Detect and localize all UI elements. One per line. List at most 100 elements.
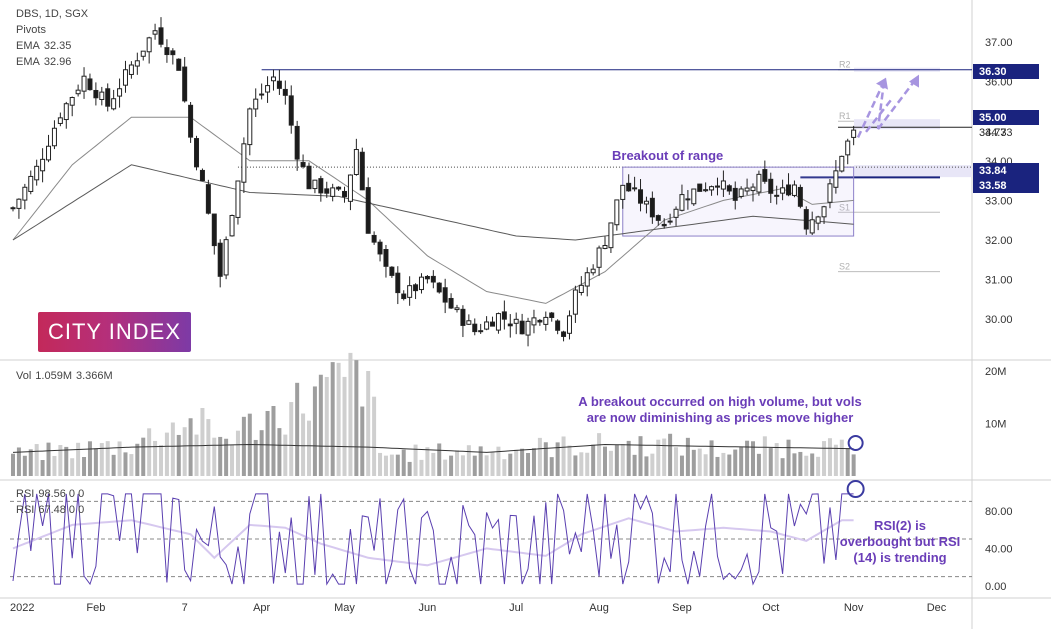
volume-bar	[34, 444, 39, 476]
candle	[418, 273, 424, 294]
volume-tick-label: 10M	[985, 419, 1006, 431]
candle	[152, 23, 158, 40]
candle-body	[87, 78, 93, 91]
candle-body	[845, 140, 851, 156]
price-tag-36-30: 36.30	[973, 64, 1039, 79]
volume-bar	[259, 430, 264, 476]
candle-body	[34, 165, 40, 181]
candle-body	[312, 179, 318, 190]
candle-body	[572, 289, 578, 315]
volume-bar	[383, 455, 388, 476]
candle-body	[111, 98, 117, 110]
volume-bar	[70, 458, 75, 476]
candle	[377, 239, 383, 262]
city-index-logo: CITY INDEX	[38, 312, 191, 352]
volume-bar	[117, 441, 122, 476]
candle-body	[22, 186, 28, 201]
candle-body	[146, 37, 152, 53]
volume-bar	[685, 437, 690, 476]
legend-ema-1-value: 32.35	[43, 40, 72, 52]
candle-body	[164, 47, 170, 56]
candle	[531, 309, 537, 334]
time-tick-label: Sep	[672, 602, 692, 614]
candle-body	[780, 187, 786, 194]
candle-body	[584, 272, 590, 287]
time-tick-label: Aug	[589, 602, 609, 614]
candle-body	[324, 188, 330, 194]
candle	[685, 190, 691, 210]
candle-body	[626, 182, 632, 192]
candle	[495, 312, 501, 334]
volume-bar	[111, 454, 116, 476]
candle	[555, 319, 561, 335]
volume-bar	[153, 440, 158, 476]
candle	[460, 305, 466, 338]
candle	[484, 316, 490, 331]
candle	[217, 239, 223, 288]
rsi-layer[interactable]	[10, 493, 972, 586]
forecast-arrowhead-1	[876, 77, 888, 90]
candle-body	[495, 313, 501, 331]
candle-body	[170, 50, 176, 56]
volume-bar	[348, 352, 353, 476]
volume-bar	[354, 360, 359, 476]
candle	[851, 125, 857, 146]
candle	[122, 60, 128, 93]
candle-body	[549, 312, 555, 318]
candle-body	[217, 242, 223, 277]
candle	[75, 84, 81, 97]
candle	[768, 172, 774, 203]
candle-body	[300, 162, 306, 168]
volume-average-line	[12, 443, 854, 453]
candle	[566, 310, 572, 340]
volume-bar	[123, 452, 128, 476]
candle	[63, 101, 69, 129]
candle	[182, 57, 188, 103]
rsi-2-line	[12, 493, 854, 586]
candle-body	[833, 170, 839, 188]
candle-body	[685, 198, 691, 201]
candle	[81, 67, 87, 99]
candle	[448, 293, 454, 310]
volume-bar	[164, 432, 169, 476]
legend-volume-value-2: 3.366M	[76, 370, 113, 382]
price-tick-label: 36.00	[985, 77, 1013, 89]
candle	[442, 278, 448, 314]
candle	[584, 267, 590, 297]
candle	[241, 137, 247, 193]
annotation-volume-line-2: are now diminishing as prices move highe…	[586, 410, 854, 425]
candle-body	[809, 219, 815, 234]
candle	[288, 85, 294, 134]
volume-bar	[76, 442, 81, 476]
candle	[691, 188, 697, 206]
candle-body	[288, 95, 294, 126]
volume-bar	[739, 447, 744, 476]
candle	[342, 186, 348, 203]
candle-layer[interactable]	[10, 17, 857, 347]
volume-bar	[443, 459, 448, 476]
candle	[10, 206, 16, 212]
volume-bar	[591, 444, 596, 476]
volume-bar	[460, 455, 465, 476]
candle	[211, 213, 217, 255]
candle-body	[371, 234, 377, 243]
volume-bar	[176, 434, 181, 476]
candle	[353, 138, 359, 176]
candle	[69, 96, 75, 117]
candle-body	[478, 330, 484, 333]
volume-bar	[312, 386, 317, 476]
volume-bar	[567, 445, 572, 476]
candle-body	[40, 158, 46, 172]
candle-body	[383, 249, 389, 267]
legend-rsi-1-values: 98.56 0 0	[38, 488, 85, 500]
volume-bar	[810, 453, 815, 476]
candle-body	[490, 321, 496, 327]
volume-layer[interactable]	[11, 352, 856, 476]
volume-bar	[265, 410, 270, 476]
candle	[199, 168, 205, 182]
rsi-tick-label: 40.00	[985, 543, 1013, 555]
candle-body	[140, 50, 146, 57]
candle-body	[99, 91, 105, 101]
candle	[282, 80, 288, 105]
